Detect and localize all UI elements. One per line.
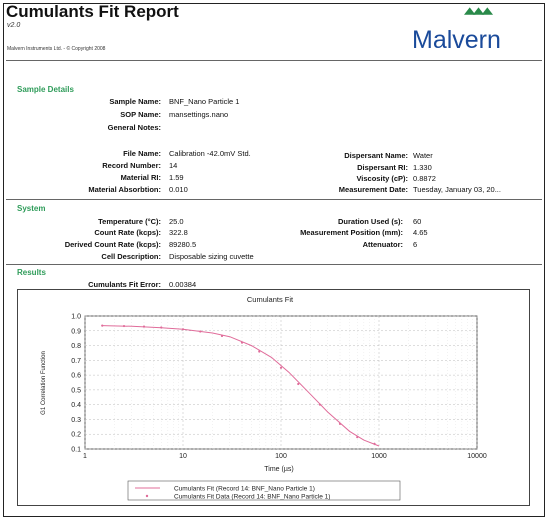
cell-description-value: Disposable sizing cuvette: [169, 252, 254, 261]
record-number-label: Record Number:: [102, 161, 161, 170]
viscosity-value: 0.8872: [413, 174, 436, 183]
system-heading: System: [17, 204, 46, 213]
header-divider: [6, 60, 542, 61]
copyright-text: Malvern Instruments Ltd. - © Copyright 2…: [7, 46, 106, 52]
results-divider: [6, 264, 542, 265]
duration-used-label: Duration Used (s):: [337, 217, 403, 226]
material-ri-label: Material RI:: [120, 173, 161, 182]
record-number-value: 14: [169, 161, 178, 170]
sample-name-label: Sample Name:: [109, 97, 161, 106]
results-heading: Results: [17, 268, 46, 277]
temperature-label: Temperature (°C):: [98, 217, 161, 226]
malvern-logo: [464, 7, 494, 15]
report-version: v2.0: [7, 22, 21, 29]
sample-details-heading: Sample Details: [17, 85, 74, 94]
derived-count-rate-value: 89280.5: [169, 240, 197, 249]
dispersant-ri-value: 1.330: [413, 163, 432, 172]
report-title: Cumulants Fit Report: [6, 2, 179, 21]
sample-name-value: BNF_Nano Particle 1: [169, 97, 240, 106]
attenuator-label: Attenuator:: [362, 240, 403, 249]
duration-used-value: 60: [413, 217, 422, 226]
general-notes-label: General Notes:: [107, 123, 161, 132]
attenuator-value: 6: [413, 240, 418, 249]
count-rate-label: Count Rate (kcps):: [94, 228, 161, 237]
file-name-value: Calibration -42.0mV Std.: [169, 149, 251, 158]
material-absorbtion-label: Material Absorbtion:: [88, 185, 161, 194]
sop-name-label: SOP Name:: [120, 110, 161, 119]
sop-name-value: mansettings.nano: [169, 110, 229, 119]
logo-text: Malvern: [412, 26, 501, 54]
file-name-label: File Name:: [123, 149, 161, 158]
logo-mark-icon: [464, 7, 476, 15]
measurement-date-label: Measurement Date:: [338, 185, 408, 194]
fit-error-label: Cumulants Fit Error:: [88, 280, 161, 289]
measurement-position-label: Measurement Position (mm):: [300, 228, 403, 237]
viscosity-label: Viscosity (cP):: [356, 174, 408, 183]
dispersant-ri-label: Dispersant RI:: [357, 163, 408, 172]
count-rate-value: 322.8: [169, 228, 188, 237]
measurement-date-value: Tuesday, January 03, 20...: [413, 185, 501, 194]
measurement-position-value: 4.65: [413, 228, 428, 237]
material-ri-value: 1.59: [169, 173, 184, 182]
report-frame: [3, 3, 545, 517]
cumulants-fit-chart-frame: [17, 289, 530, 506]
system-divider: [6, 199, 542, 200]
material-absorbtion-value: 0.010: [169, 185, 188, 194]
dispersant-name-value: Water: [413, 151, 433, 160]
fit-error-value: 0.00384: [169, 280, 197, 289]
cell-description-label: Cell Description:: [101, 252, 161, 261]
derived-count-rate-label: Derived Count Rate (kcps):: [64, 240, 161, 249]
temperature-value: 25.0: [169, 217, 184, 226]
dispersant-name-label: Dispersant Name:: [344, 151, 408, 160]
